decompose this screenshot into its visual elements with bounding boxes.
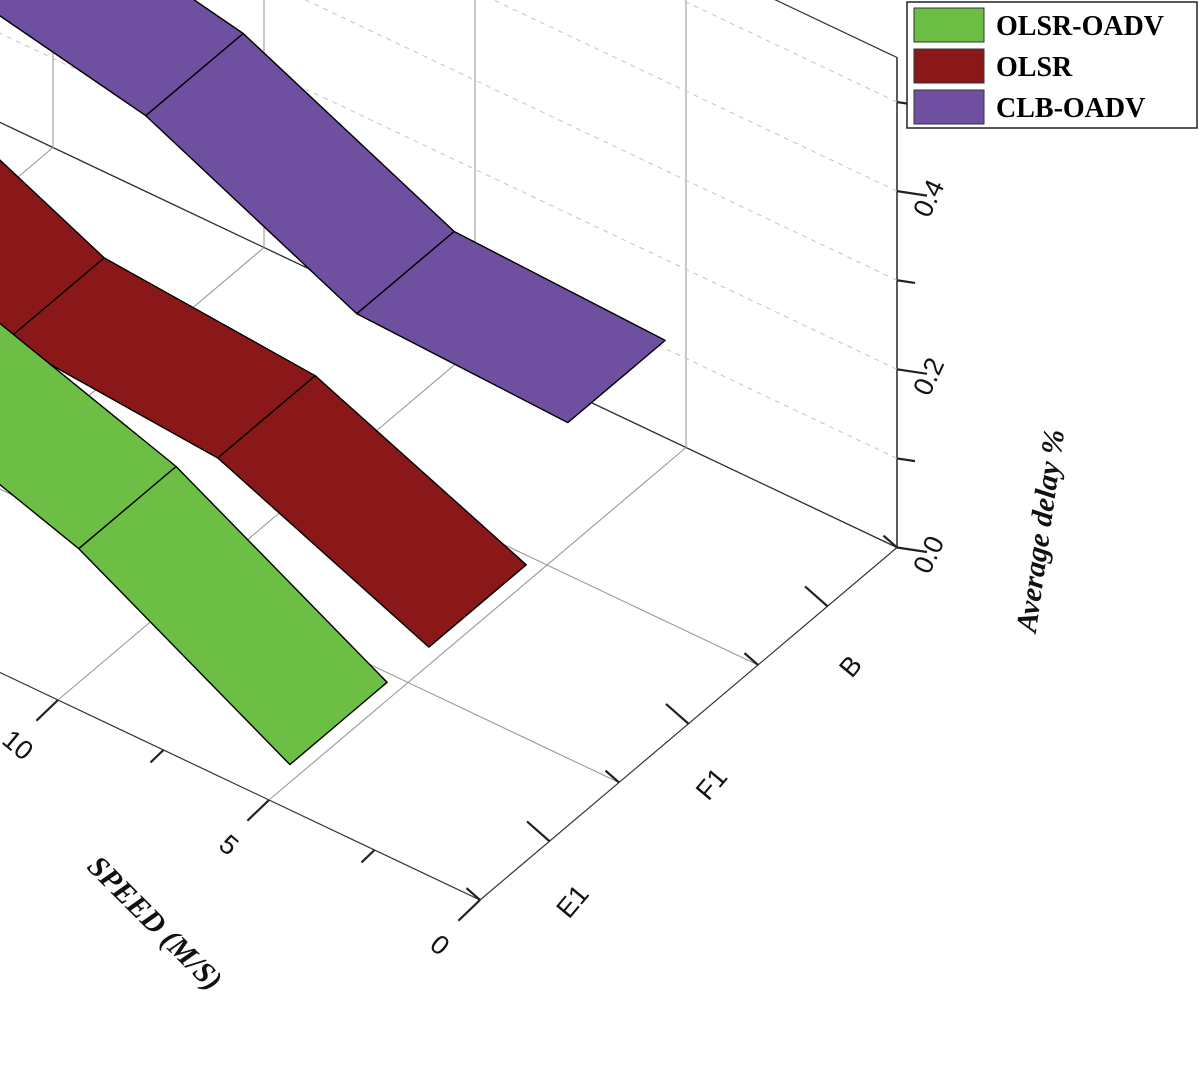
x-axis-title: SPEED (M/S): [81, 849, 229, 997]
y-tick-mark: [743, 652, 759, 666]
series-ribbons: [0, 0, 666, 766]
y-tick-label: F1: [690, 762, 733, 805]
z-axis-title: Average delay %: [1010, 427, 1071, 636]
x-tick-mark: [35, 699, 59, 722]
z-tick-mark: [896, 279, 916, 285]
z-tick-label: 0.2: [907, 353, 950, 400]
legend: OLSR-OADV OLSR CLB-OADV: [906, 1, 1198, 129]
y-tick-mark: [526, 820, 551, 843]
ribbon-clb-oadv: [0, 0, 666, 424]
ribbon-segment: [78, 465, 388, 766]
y-tick-mark: [665, 703, 690, 725]
legend-swatch: [913, 7, 985, 43]
x-tick-label: 0: [424, 929, 455, 962]
floor-gridline-x: [57, 347, 476, 701]
legend-label: CLB-OADV: [996, 93, 1145, 124]
z-tick-mark: [896, 190, 928, 197]
x-tick-mark: [457, 899, 481, 922]
x-tick-mark: [149, 749, 165, 764]
z-tick-mark: [896, 546, 928, 554]
x-tick-mark: [246, 799, 270, 822]
z-tick-mark: [896, 457, 916, 463]
ribbon-olsr-oadv: [0, 322, 388, 766]
y-tick-label: E1: [550, 879, 594, 924]
x-tick-label: 10: [0, 724, 39, 766]
y-tick-mark: [804, 585, 829, 608]
z-tick-label: 0.0: [907, 531, 950, 578]
ribbon-segment: [356, 230, 666, 424]
y-tick-label: B: [833, 650, 868, 683]
legend-label: OLSR: [996, 52, 1073, 83]
x-tick-label: 5: [213, 829, 244, 862]
x-tick-mark: [360, 849, 376, 864]
axes: [35, 100, 928, 922]
y-tick-mark: [882, 534, 898, 549]
legend-label: OLSR-OADV: [996, 11, 1164, 42]
floor-gridline-x: [268, 447, 687, 801]
legend-swatch: [913, 89, 985, 125]
ribbon-olsr: [0, 159, 527, 648]
ribbon-segment: [217, 375, 527, 648]
y-tick-mark: [465, 887, 481, 901]
legend-swatch: [913, 48, 985, 84]
z-tick-label: 0.4: [907, 175, 950, 222]
y-tick-mark: [604, 769, 620, 784]
z-tick-mark: [896, 368, 928, 375]
